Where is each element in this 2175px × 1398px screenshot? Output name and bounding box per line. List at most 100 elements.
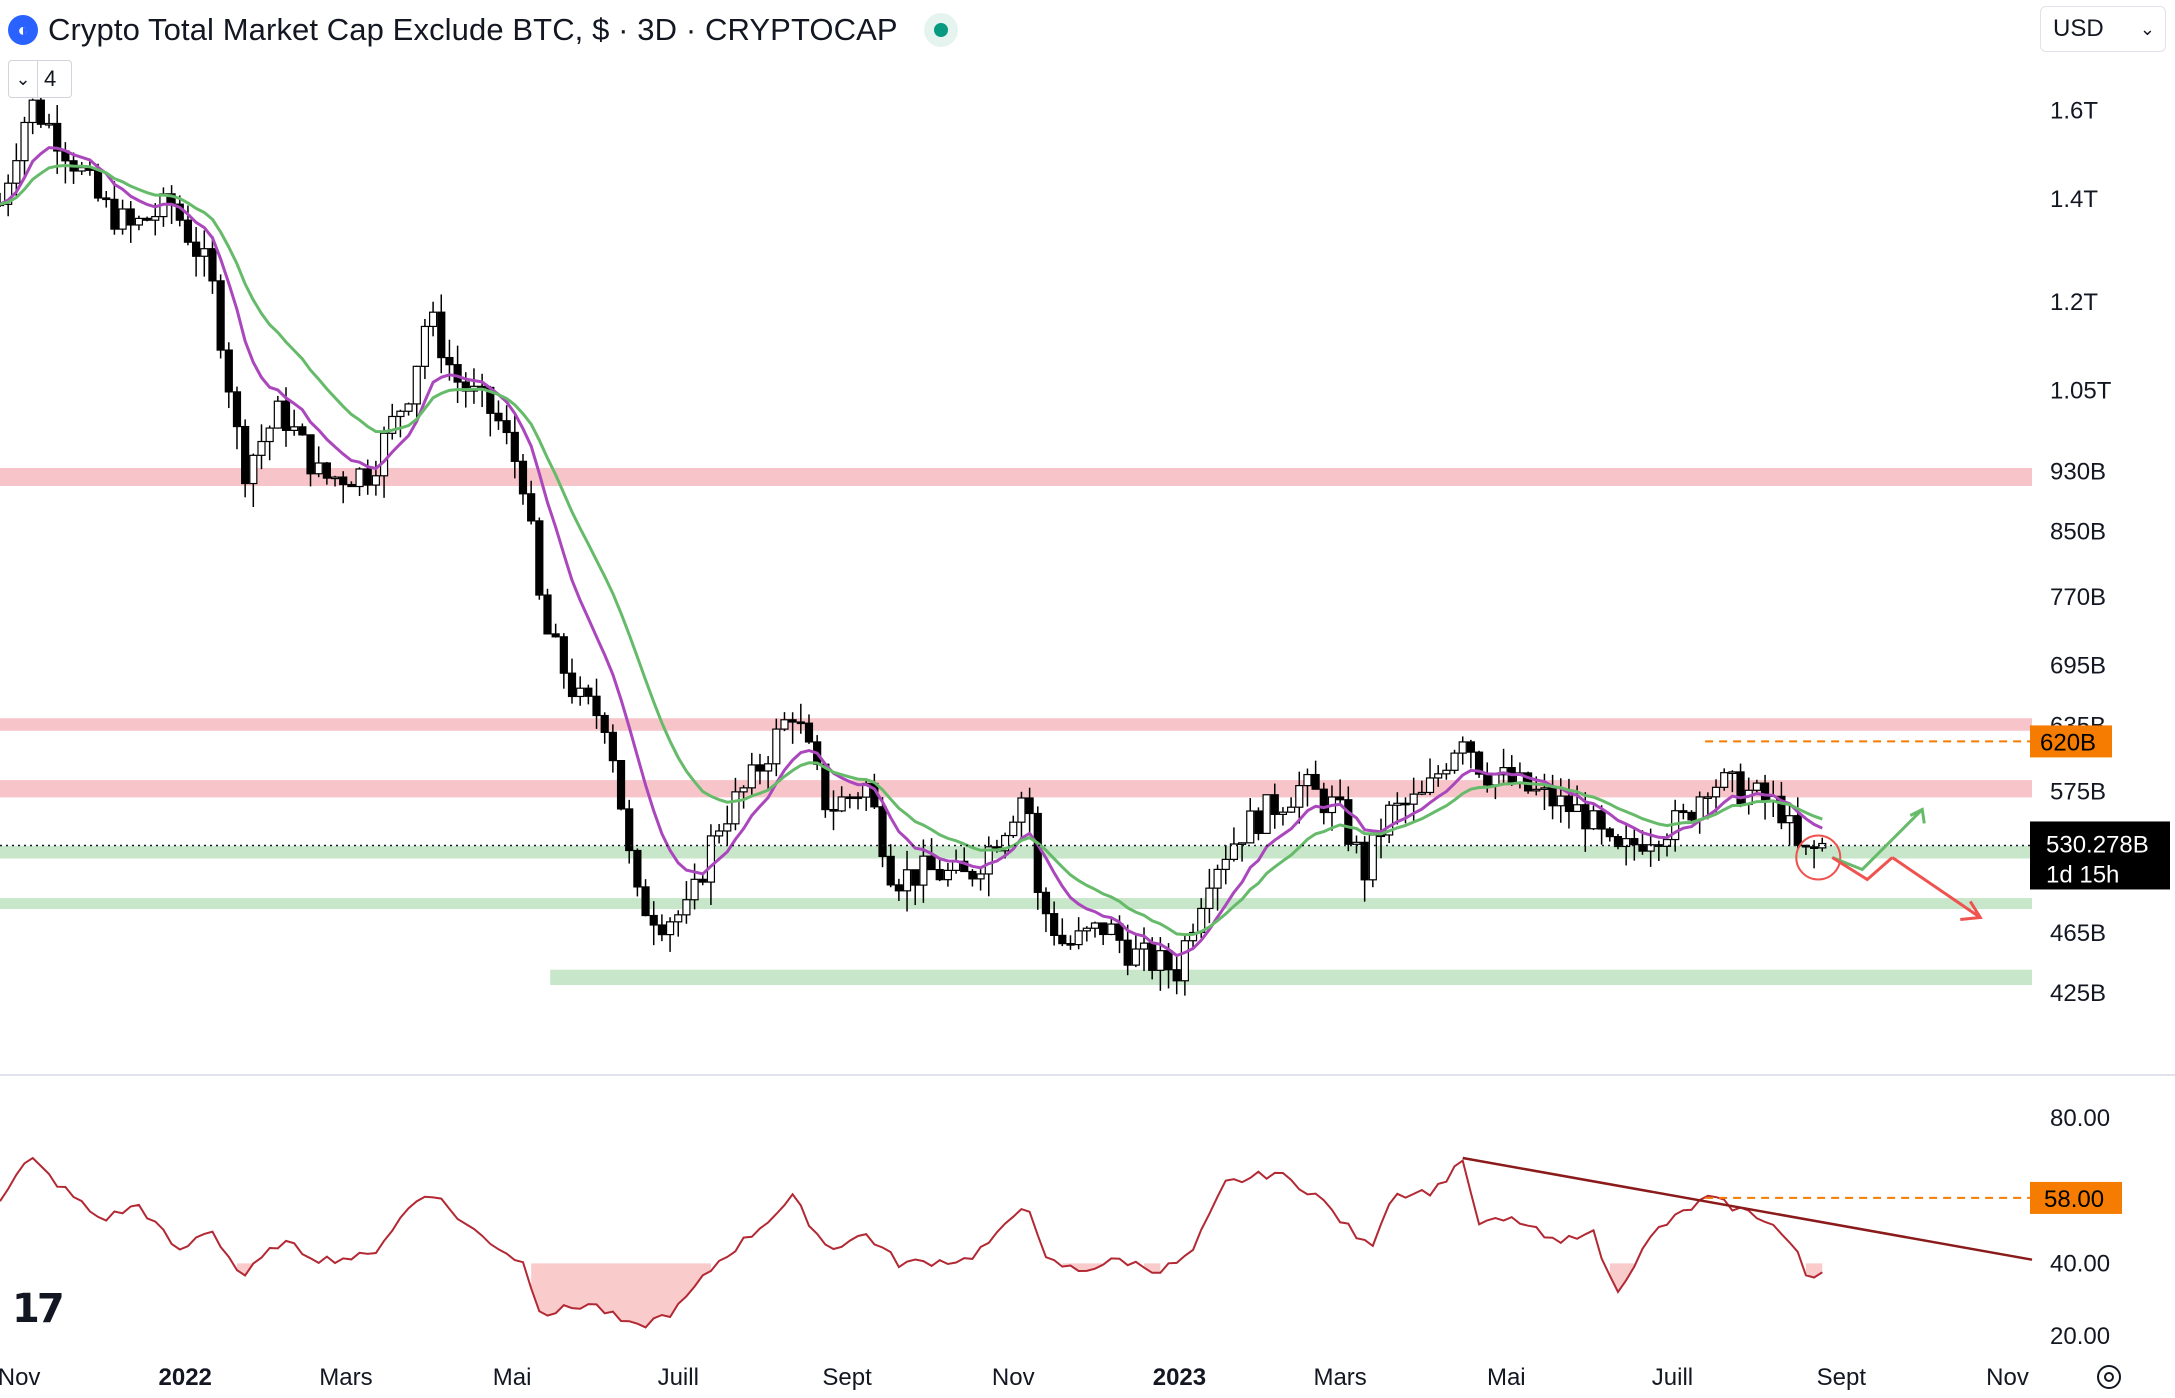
candle-body — [878, 806, 887, 858]
candle-body — [20, 121, 29, 162]
candle-body — [1736, 771, 1745, 806]
candle-body — [1082, 927, 1091, 932]
candle-body — [306, 434, 315, 475]
candle-body — [1229, 843, 1239, 860]
candle-body — [134, 217, 144, 226]
level-620-label: 620B — [2040, 729, 2096, 756]
candle-body — [894, 884, 903, 892]
candle-body — [527, 493, 536, 522]
candle-body — [298, 426, 307, 436]
time-axis-label: Juill — [658, 1364, 699, 1391]
candle-body — [616, 759, 626, 810]
settings-gear-icon[interactable] — [2094, 1362, 2124, 1392]
resistance-zone — [0, 718, 2032, 731]
candle-body — [1041, 891, 1051, 915]
support-zone — [0, 845, 2032, 859]
currency-select[interactable]: USD ⌄ — [2040, 6, 2166, 52]
candle-body — [1720, 772, 1729, 788]
candle-body — [927, 855, 936, 871]
last-price-badge — [2030, 821, 2170, 890]
collapse-indicators-button[interactable]: ⌄ 4 — [8, 60, 72, 98]
market-status-icon[interactable] — [923, 13, 958, 47]
candle-body — [77, 167, 86, 172]
candle-body — [1090, 922, 1100, 929]
candle-body — [339, 476, 348, 486]
candle-body — [649, 914, 658, 926]
candle-body — [290, 426, 299, 431]
candle-body — [1205, 887, 1214, 910]
candle-body — [1499, 767, 1508, 776]
candle-body — [330, 476, 340, 480]
candle-body — [608, 731, 617, 762]
support-zone — [0, 898, 2032, 910]
candle-body — [428, 311, 438, 328]
candle-body — [371, 475, 380, 486]
candle-body — [821, 763, 830, 811]
candle-body — [1613, 836, 1623, 848]
currency-value: USD — [2053, 15, 2104, 42]
candle-body — [453, 364, 462, 383]
candle-body — [1009, 821, 1018, 837]
price-axis-label: 1.05T — [2050, 378, 2112, 405]
price-axis-label: 930B — [2050, 459, 2106, 486]
price-axis-label: 575B — [2050, 779, 2106, 806]
candle-body — [1474, 751, 1484, 775]
candle-body — [44, 122, 54, 126]
rsi-oversold-fill — [1144, 1263, 1161, 1273]
candle-body — [1434, 773, 1443, 779]
candle-body — [1139, 942, 1149, 950]
candle-body — [404, 403, 413, 412]
candle-body — [93, 169, 103, 199]
candle-body — [829, 808, 838, 812]
candle-body — [1164, 950, 1173, 971]
candle-body — [224, 349, 233, 393]
candle-body — [1573, 804, 1582, 813]
price-axis-label: 1.2T — [2050, 289, 2098, 316]
candle-body — [12, 160, 21, 184]
candle-body — [592, 695, 601, 717]
candle-body — [494, 412, 503, 422]
price-axis-label: 1.6T — [2050, 97, 2098, 124]
candle-body — [665, 921, 675, 936]
candle-body — [200, 248, 209, 257]
candle-body — [1548, 787, 1557, 807]
candle-body — [1344, 799, 1353, 845]
candle-body — [1687, 811, 1696, 821]
candle-body — [1025, 797, 1034, 815]
candle-body — [281, 400, 291, 431]
rsi-trend-line — [1462, 1156, 2033, 1261]
candle-body — [142, 217, 152, 221]
candle-body — [1311, 773, 1320, 790]
chart-header: ◐ Crypto Total Market Cap Exclude BTC, $… — [8, 12, 958, 48]
tradingview-logo-icon[interactable]: 17 — [12, 1286, 65, 1332]
candle-body — [192, 241, 201, 257]
candle-body — [559, 636, 568, 674]
candle-body — [1148, 942, 1157, 971]
candle-body — [919, 855, 928, 886]
candle-body — [36, 99, 45, 125]
candle-body — [714, 830, 724, 837]
candle-body — [4, 182, 13, 205]
candle-body — [1050, 913, 1059, 937]
candle-body — [1188, 931, 1198, 942]
candle-body — [1123, 939, 1132, 966]
highlight-circle — [1795, 834, 1842, 881]
candle-body — [102, 197, 111, 201]
candle-body — [764, 763, 773, 772]
candle-body — [788, 719, 797, 723]
symbol-title[interactable]: Crypto Total Market Cap Exclude BTC, $ ·… — [48, 12, 898, 47]
candle-body — [1017, 797, 1026, 823]
arrow-up-head — [1909, 807, 1926, 824]
candle-body — [1630, 838, 1639, 846]
candle-body — [1066, 943, 1075, 946]
candle-body — [1417, 791, 1426, 795]
candle-body — [249, 454, 258, 485]
candle-body — [706, 835, 716, 883]
candle-body — [28, 99, 37, 124]
candle-body — [216, 280, 225, 351]
candle-body — [1581, 804, 1590, 830]
candle-body — [747, 764, 756, 789]
candle-body — [1556, 795, 1565, 807]
candle-body — [1728, 771, 1737, 775]
